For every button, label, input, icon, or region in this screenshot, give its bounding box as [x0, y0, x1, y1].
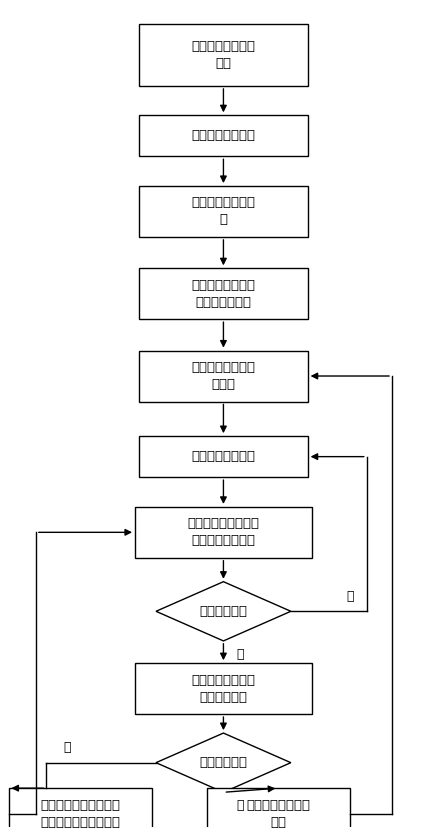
Text: 否: 否: [237, 647, 244, 661]
Text: 是: 是: [346, 590, 353, 603]
Text: 上传数据至服务器: 上传数据至服务器: [191, 450, 255, 463]
Text: 是: 是: [64, 741, 71, 755]
Text: 专家会诊端对疑难
数据进行审核: 专家会诊端对疑难 数据进行审核: [191, 674, 255, 704]
Text: 采集端采集骨髓涂
片数据: 采集端采集骨髓涂 片数据: [191, 361, 255, 391]
Text: 是否审核通过: 是否审核通过: [200, 605, 247, 617]
Bar: [139, 268, 308, 319]
Bar: [139, 24, 308, 86]
Bar: [206, 788, 350, 831]
Text: 审核端审核采集数据
并生成数字化报告: 审核端审核采集数据 并生成数字化报告: [187, 518, 259, 548]
Bar: [139, 351, 308, 401]
Bar: [135, 507, 312, 558]
Text: 骨髓涂片装进玻片
盒: 骨髓涂片装进玻片 盒: [191, 196, 255, 227]
Text: 否: 否: [237, 799, 244, 812]
Bar: [139, 116, 308, 156]
Text: 是否审核通过: 是否审核通过: [200, 756, 247, 770]
Bar: [135, 663, 312, 714]
Text: 二维码打印机打印: 二维码打印机打印: [191, 130, 255, 142]
Text: 项目查看端对采集数据
及数字化报告进行查看: 项目查看端对采集数据 及数字化报告进行查看: [40, 799, 120, 829]
Text: 骨髓涂片全局盒内
扫描: 骨髓涂片全局盒内 扫描: [191, 40, 255, 70]
Text: 玻片盒放入骨髓涂
片形态学分析仪: 玻片盒放入骨髓涂 片形态学分析仪: [191, 278, 255, 309]
Bar: [139, 436, 308, 477]
Polygon shape: [156, 582, 291, 641]
Bar: [139, 186, 308, 237]
Bar: [9, 788, 152, 831]
Polygon shape: [156, 733, 291, 792]
Text: 骨髓涂片信息二次
采集: 骨髓涂片信息二次 采集: [246, 799, 310, 829]
